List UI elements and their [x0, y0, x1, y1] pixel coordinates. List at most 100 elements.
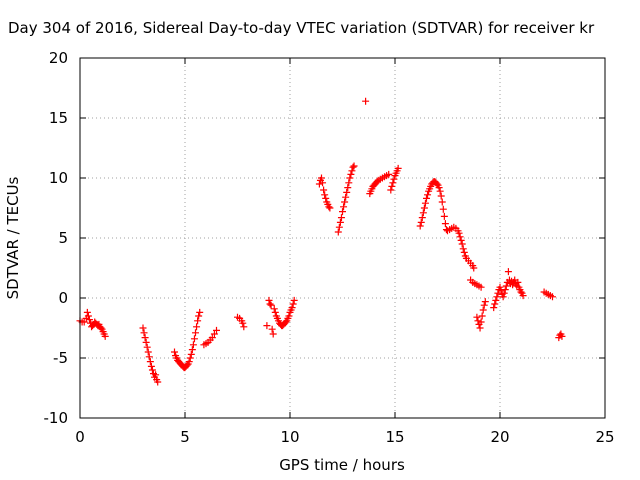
- data-point: [496, 283, 504, 291]
- data-point: [147, 362, 155, 370]
- data-point: [499, 293, 507, 301]
- data-point: [456, 233, 464, 241]
- data-point: [140, 329, 148, 337]
- data-point: [394, 164, 402, 172]
- data-point: [97, 324, 105, 332]
- data-point: [519, 292, 527, 300]
- data-point: [459, 245, 467, 253]
- data-point: [458, 240, 466, 248]
- data-point: [265, 296, 273, 304]
- data-point: [439, 205, 447, 213]
- data-point: [148, 366, 156, 374]
- data-point: [440, 212, 448, 220]
- data-point: [476, 324, 484, 332]
- data-point: [270, 305, 278, 313]
- data-point: [336, 218, 344, 226]
- data-point: [143, 343, 151, 351]
- data-point: [84, 312, 92, 320]
- data-point: [266, 300, 274, 308]
- data-point: [318, 174, 325, 182]
- data-point: [387, 186, 395, 194]
- data-point: [479, 306, 487, 314]
- data-point: [320, 186, 328, 194]
- data-point: [322, 194, 330, 202]
- data-point: [389, 179, 397, 187]
- data-point: [139, 324, 147, 332]
- data-point: [269, 330, 277, 338]
- data-point: [517, 288, 525, 296]
- x-tick-label: 5: [180, 428, 190, 446]
- y-tick-label: 5: [58, 229, 68, 247]
- data-point: [85, 316, 93, 324]
- data-point: [263, 322, 271, 330]
- data-point: [194, 317, 202, 325]
- data-point: [154, 378, 162, 386]
- data-point: [271, 308, 279, 316]
- data-point: [192, 329, 199, 337]
- data-point: [501, 286, 509, 294]
- data-point: [195, 312, 203, 320]
- data-point: [285, 312, 293, 320]
- data-point: [83, 308, 91, 316]
- y-tick-label: 20: [49, 49, 68, 67]
- data-point: [491, 300, 499, 308]
- data-point: [152, 371, 160, 379]
- data-point: [437, 192, 445, 200]
- y-axis-label: SDTVAR / TECUs: [4, 176, 22, 299]
- data-point: [142, 338, 150, 346]
- chart-title: Day 304 of 2016, Sidereal Day-to-day VTE…: [8, 19, 595, 37]
- data-point: [470, 264, 478, 272]
- y-tick-label: 15: [49, 109, 68, 127]
- data-point: [424, 191, 432, 199]
- data-point: [141, 334, 149, 342]
- data-point: [460, 248, 468, 256]
- data-point: [282, 318, 290, 326]
- data-point: [268, 325, 276, 333]
- data-point: [549, 293, 556, 301]
- data-point: [319, 179, 327, 187]
- data-point: [514, 278, 522, 286]
- data-point: [502, 282, 510, 290]
- data-point: [145, 353, 153, 361]
- data-point: [500, 289, 508, 297]
- data-point: [101, 332, 109, 340]
- data-point: [326, 204, 334, 212]
- x-tick-label: 10: [280, 428, 299, 446]
- data-point: [186, 354, 194, 362]
- data-point: [288, 304, 296, 312]
- data-point: [390, 175, 398, 183]
- data-point: [80, 318, 88, 326]
- data-point: [210, 330, 218, 338]
- data-point: [240, 323, 248, 331]
- data-point: [433, 180, 441, 188]
- data-point: [490, 304, 498, 312]
- data-point: [504, 268, 512, 276]
- data-point: [493, 293, 501, 301]
- data-point: [481, 298, 489, 306]
- data-point: [421, 199, 429, 207]
- data-point: [417, 218, 425, 226]
- x-tick-label: 15: [385, 428, 404, 446]
- data-point: [558, 332, 566, 340]
- data-point: [473, 313, 481, 321]
- y-tick-label: -5: [53, 349, 68, 367]
- x-tick-label: 25: [595, 428, 614, 446]
- y-tick-label: 0: [58, 289, 68, 307]
- data-point: [213, 326, 220, 334]
- data-point: [441, 220, 449, 228]
- data-point: [335, 223, 343, 231]
- data-point: [208, 334, 216, 342]
- data-point: [189, 341, 197, 349]
- data-point: [344, 184, 352, 192]
- axis-ticks: [79, 57, 606, 419]
- data-point: [457, 236, 465, 244]
- data-point: [438, 198, 446, 206]
- x-tick-labels: 0 5 10 15 20 25: [75, 428, 614, 446]
- y-tick-labels: -10 -5 0 5 10 15 20: [44, 49, 69, 427]
- data-point: [436, 187, 444, 195]
- data-point: [423, 194, 430, 202]
- data-point: [267, 301, 275, 309]
- gridlines: [80, 58, 605, 418]
- data-point: [435, 184, 443, 192]
- data-point: [193, 323, 201, 331]
